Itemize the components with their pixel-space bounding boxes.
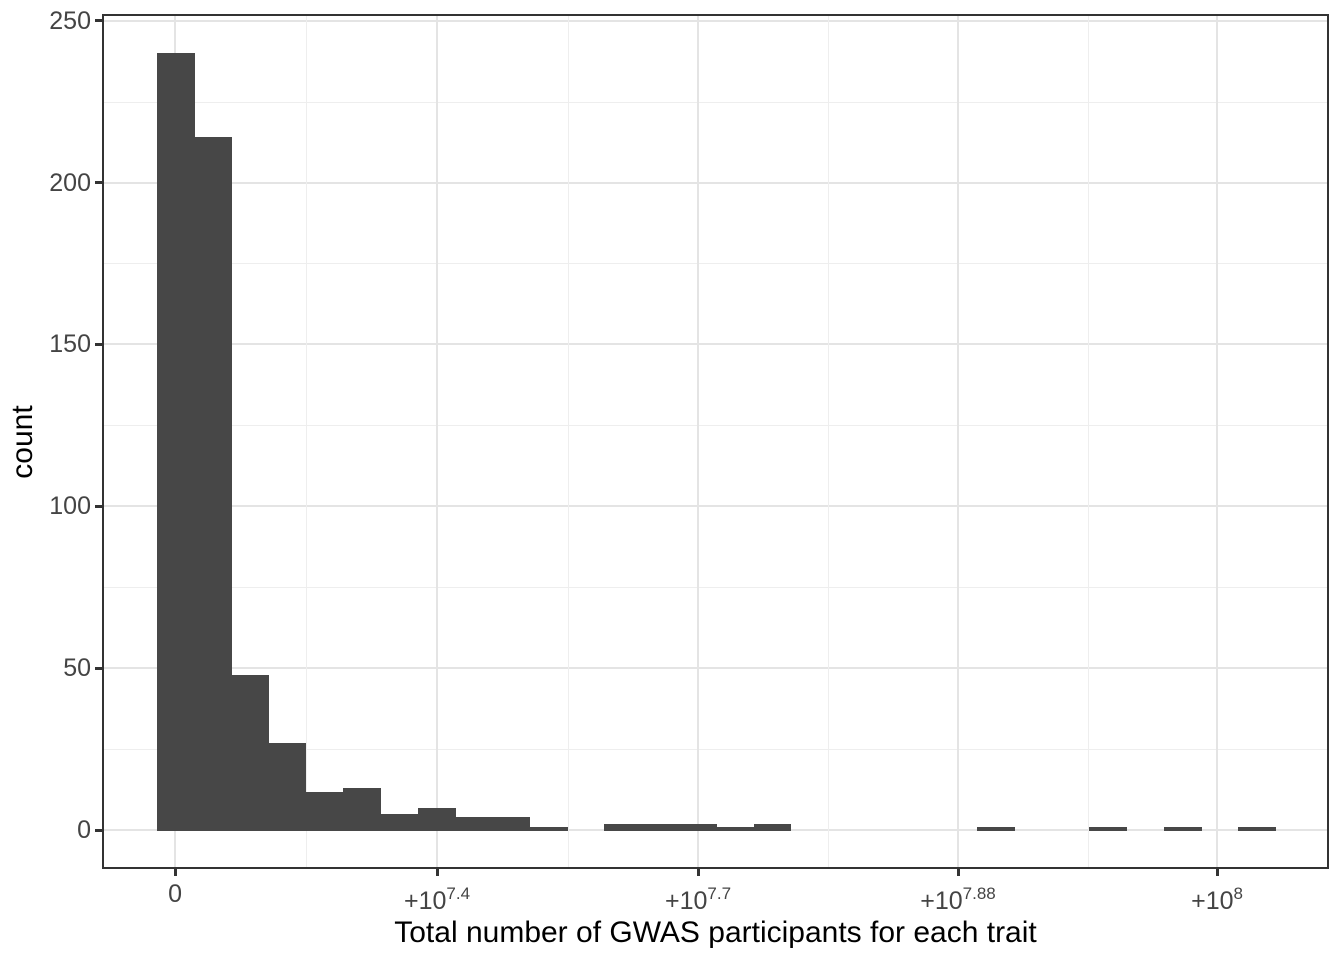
gridline-minor-vertical xyxy=(567,16,569,867)
y-tick-mark xyxy=(95,828,102,832)
histogram-bar xyxy=(268,742,307,832)
gridline-major-horizontal xyxy=(104,505,1327,508)
gridline-major-vertical xyxy=(436,16,439,867)
gridline-major-horizontal xyxy=(104,343,1327,346)
y-tick-label: 50 xyxy=(63,654,91,683)
x-tick-label-base: +10 xyxy=(664,887,708,915)
y-axis-title: count xyxy=(6,405,39,479)
x-tick-label-exponent: 7.7 xyxy=(707,884,732,903)
y-tick-label: 150 xyxy=(49,330,91,359)
histogram-bar xyxy=(678,823,717,832)
x-tick-mark xyxy=(173,869,177,876)
gridline-major-horizontal xyxy=(104,19,1327,22)
gridlines-layer xyxy=(104,16,1327,867)
x-tick-label-exponent: 7.4 xyxy=(446,884,471,903)
histogram-bar xyxy=(604,823,643,832)
gridline-minor-vertical xyxy=(306,16,308,867)
gridline-minor-vertical xyxy=(1087,16,1089,867)
y-tick-mark xyxy=(95,19,102,23)
histogram-bar xyxy=(1089,827,1128,832)
gridline-major-horizontal xyxy=(104,181,1327,184)
y-tick-mark xyxy=(95,342,102,346)
x-tick-label-exponent: 8 xyxy=(1233,884,1243,903)
x-tick-mark xyxy=(696,869,700,876)
histogram-bar xyxy=(716,827,755,832)
gridline-minor-horizontal xyxy=(104,425,1327,427)
histogram-bar xyxy=(231,674,270,832)
gridline-minor-horizontal xyxy=(104,587,1327,589)
x-tick-label: 0 xyxy=(75,881,275,907)
x-axis-title: Total number of GWAS participants for ea… xyxy=(394,916,1037,949)
x-tick-label-exponent: 7.88 xyxy=(962,884,996,903)
histogram-bar xyxy=(156,52,195,832)
y-tick-mark xyxy=(95,181,102,184)
gridline-minor-horizontal xyxy=(104,749,1327,751)
histogram-bar xyxy=(977,827,1016,832)
bars-layer xyxy=(104,16,1327,867)
y-tick-label: 100 xyxy=(49,492,91,521)
x-tick-label-base: 0 xyxy=(168,880,182,908)
histogram-bar xyxy=(641,823,680,832)
gridline-major-vertical xyxy=(697,16,699,867)
histogram-bar xyxy=(1238,827,1277,832)
histogram-bar xyxy=(194,137,232,832)
histogram-bar xyxy=(455,817,493,832)
histogram-bar xyxy=(1163,827,1202,832)
x-tick-mark xyxy=(435,869,439,876)
x-tick-mark xyxy=(1215,869,1219,876)
y-tick-mark xyxy=(95,666,102,670)
y-tick-mark xyxy=(95,504,102,508)
histogram-bar xyxy=(529,827,568,832)
x-tick-label: +107.88 xyxy=(858,881,1058,914)
histogram-bar xyxy=(305,791,344,832)
y-tick-label: 200 xyxy=(49,168,91,197)
histogram-bar xyxy=(753,823,792,832)
gridline-minor-vertical xyxy=(828,16,830,867)
gridline-minor-horizontal xyxy=(104,263,1327,265)
x-tick-label: +107.4 xyxy=(337,881,537,914)
gridline-minor-horizontal xyxy=(104,101,1327,103)
x-tick-label-base: +10 xyxy=(403,887,447,915)
histogram-bar xyxy=(380,814,419,832)
gridline-major-vertical xyxy=(957,16,960,867)
histogram-bar xyxy=(492,817,531,832)
x-tick-label-base: +10 xyxy=(1191,887,1234,915)
x-tick-mark xyxy=(956,869,960,876)
x-tick-label-base: +10 xyxy=(920,887,963,915)
plot-panel xyxy=(102,14,1329,869)
histogram-bar xyxy=(343,788,382,832)
gridline-major-vertical xyxy=(1216,16,1219,867)
histogram-bar xyxy=(417,807,456,832)
y-tick-label: 250 xyxy=(49,6,91,35)
x-tick-label: +107.7 xyxy=(598,881,798,914)
x-tick-label: +108 xyxy=(1117,881,1317,914)
y-tick-label: 0 xyxy=(77,816,91,845)
gridline-major-horizontal xyxy=(104,667,1327,670)
